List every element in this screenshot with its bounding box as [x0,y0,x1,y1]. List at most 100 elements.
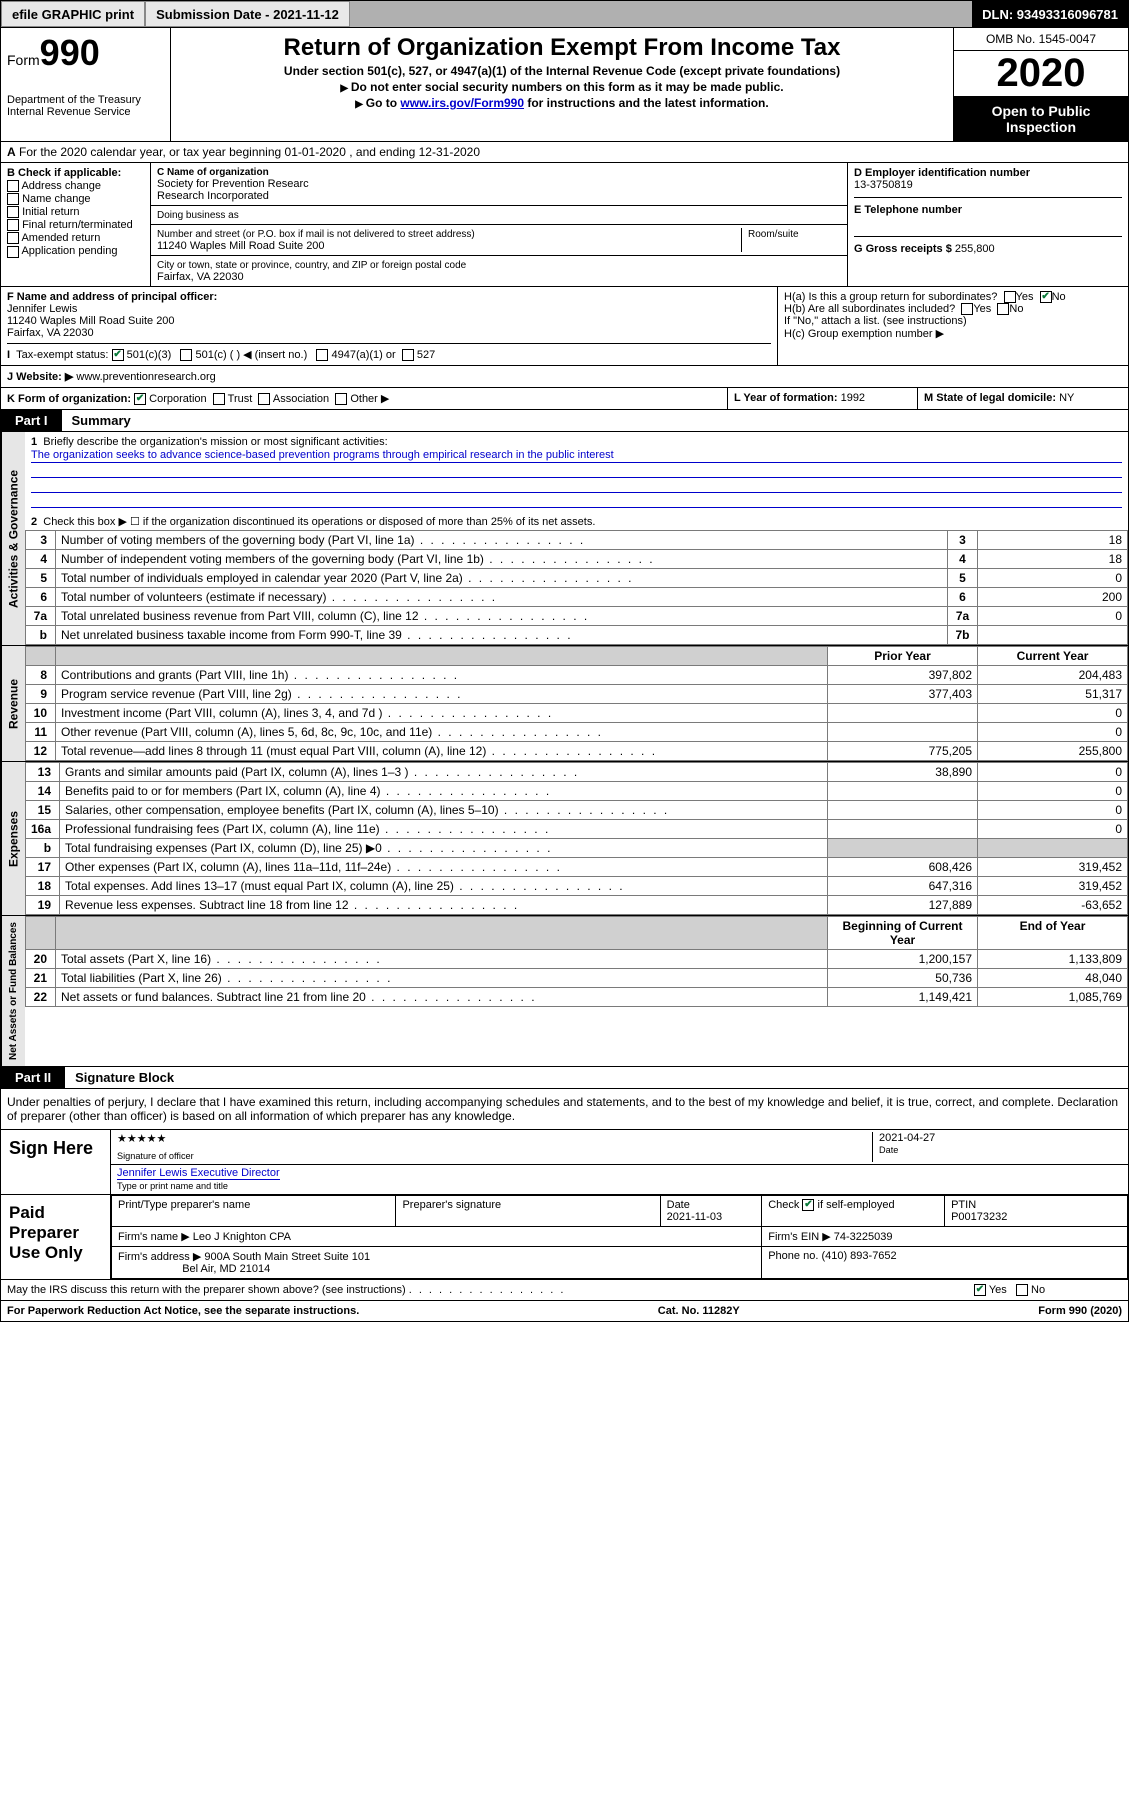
k-label: K Form of organization: [7,393,131,405]
discuss-row: May the IRS discuss this return with the… [0,1280,1129,1301]
entity-block: B Check if applicable: Address change Na… [0,163,1129,287]
header-mid: Return of Organization Exempt From Incom… [171,28,953,141]
table-row: 12Total revenue—add lines 8 through 11 (… [26,742,1128,761]
part1-header: Part I Summary [0,410,1129,432]
footer: For Paperwork Reduction Act Notice, see … [0,1301,1129,1322]
part2-tab: Part II [1,1067,65,1088]
sig-officer-label: Signature of officer [117,1151,194,1161]
firm-addr-label: Firm's address ▶ [118,1251,201,1263]
c-name-label: C Name of organization [157,167,269,178]
j-label: J Website: ▶ [7,371,76,383]
i-label: Tax-exempt status: [16,349,108,361]
city-label: City or town, state or province, country… [157,260,466,271]
room-label: Room/suite [748,229,799,240]
table-row: 4Number of independent voting members of… [26,550,1128,569]
ha-no[interactable] [1040,291,1052,303]
org-address: 11240 Waples Mill Road Suite 200 [157,240,325,252]
e-label: E Telephone number [854,204,1122,216]
chk-527[interactable] [402,349,414,361]
chk-trust[interactable] [213,393,225,405]
dba-label: Doing business as [157,210,239,221]
firm-ein-label: Firm's EIN ▶ [768,1231,831,1243]
addr-label: Number and street (or P.O. box if mail i… [157,229,475,240]
table-row: 10Investment income (Part VIII, column (… [26,704,1128,723]
line2-text: Check this box ▶ ☐ if the organization d… [43,516,595,528]
col-h: H(a) Is this a group return for subordin… [778,287,1128,365]
part2-header: Part II Signature Block [0,1067,1129,1089]
firm-addr1: 900A South Main Street Suite 101 [204,1251,370,1263]
sign-here-label: Sign Here [1,1130,111,1194]
col-c: C Name of organization Society for Preve… [151,163,848,286]
hdr-current-year: Current Year [978,647,1128,666]
chk-address-change[interactable]: Address change [7,180,144,192]
col-b: B Check if applicable: Address change Na… [1,163,151,286]
chk-name-change[interactable]: Name change [7,193,144,205]
part2-title: Signature Block [65,1067,184,1088]
d-label: D Employer identification number [854,167,1122,179]
officer-addr1: 11240 Waples Mill Road Suite 200 [7,315,771,327]
table-row: bNet unrelated business taxable income f… [26,626,1128,645]
ha-label: H(a) Is this a group return for subordin… [784,291,997,303]
chk-501c[interactable] [180,349,192,361]
chk-other[interactable] [335,393,347,405]
table-row: 6Total number of volunteers (estimate if… [26,588,1128,607]
chk-self-employed[interactable] [802,1199,814,1211]
g-label: G Gross receipts $ [854,243,952,255]
sign-here-block: Sign Here ★★★★★ Signature of officer 202… [0,1130,1129,1195]
table-row: 13Grants and similar amounts paid (Part … [26,763,1128,782]
table-row: 8Contributions and grants (Part VIII, li… [26,666,1128,685]
chk-initial-return[interactable]: Initial return [7,206,144,218]
paid-preparer-label: Paid Preparer Use Only [1,1195,111,1279]
chk-501c3[interactable] [112,349,124,361]
table-row: 5Total number of individuals employed in… [26,569,1128,588]
footer-left: For Paperwork Reduction Act Notice, see … [7,1305,359,1317]
ssn-note: Do not enter social security numbers on … [179,80,945,94]
table-row: bTotal fundraising expenses (Part IX, co… [26,839,1128,858]
paid-h5: PTIN [951,1199,976,1211]
firm-ein: 74-3225039 [834,1231,893,1243]
b-label: B Check if applicable: [7,167,144,179]
section-netassets: Net Assets or Fund Balances Beginning of… [0,916,1129,1067]
header-right: OMB No. 1545-0047 2020 Open to Public In… [953,28,1128,141]
form-number: 990 [40,32,100,73]
line-a-row: A For the 2020 calendar year, or tax yea… [0,142,1129,163]
chk-final-return[interactable]: Final return/terminated [7,219,144,231]
m-label: M State of legal domicile: [924,392,1056,404]
hdr-eoy: End of Year [978,917,1128,950]
j-row: J Website: ▶ www.preventionresearch.org [0,366,1129,388]
table-row: 21Total liabilities (Part X, line 26)50,… [26,969,1128,988]
table-row: 11Other revenue (Part VIII, column (A), … [26,723,1128,742]
efile-print-button[interactable]: efile GRAPHIC print [1,1,145,27]
hb-no[interactable] [997,303,1009,315]
chk-corp[interactable] [134,393,146,405]
chk-assoc[interactable] [258,393,270,405]
chk-application-pending[interactable]: Application pending [7,245,144,257]
col-m: M State of legal domicile: NY [918,388,1128,409]
sig-date: 2021-04-27 [879,1132,1122,1144]
submission-date-button[interactable]: Submission Date - 2021-11-12 [145,1,350,27]
ein-value: 13-3750819 [854,179,1122,191]
chk-4947[interactable] [316,349,328,361]
table-row: 3Number of voting members of the governi… [26,531,1128,550]
firm-addr2: Bel Air, MD 21014 [182,1263,270,1275]
paid-date: 2021-11-03 [667,1211,722,1223]
section-governance: Activities & Governance 1 Briefly descri… [0,432,1129,646]
form-title: Return of Organization Exempt From Incom… [179,34,945,62]
perjury-text: Under penalties of perjury, I declare th… [1,1089,1128,1129]
phone-label: Phone no. [768,1250,818,1262]
discuss-no[interactable] [1016,1284,1028,1296]
mission-blank-1 [31,464,1122,478]
netassets-table: Beginning of Current Year End of Year 20… [25,916,1128,1007]
f-h-block: F Name and address of principal officer:… [0,287,1129,366]
table-row: 14Benefits paid to or for members (Part … [26,782,1128,801]
mission-blank-2 [31,479,1122,493]
vtab-netassets: Net Assets or Fund Balances [1,916,25,1066]
discuss-yes[interactable] [974,1284,986,1296]
irs-link[interactable]: www.irs.gov/Form990 [400,96,524,110]
chk-amended[interactable]: Amended return [7,232,144,244]
goto-post: for instructions and the latest informat… [524,96,769,110]
hb-yes[interactable] [961,303,973,315]
part1-title: Summary [62,410,141,431]
vtab-revenue: Revenue [1,646,25,761]
ha-yes[interactable] [1004,291,1016,303]
